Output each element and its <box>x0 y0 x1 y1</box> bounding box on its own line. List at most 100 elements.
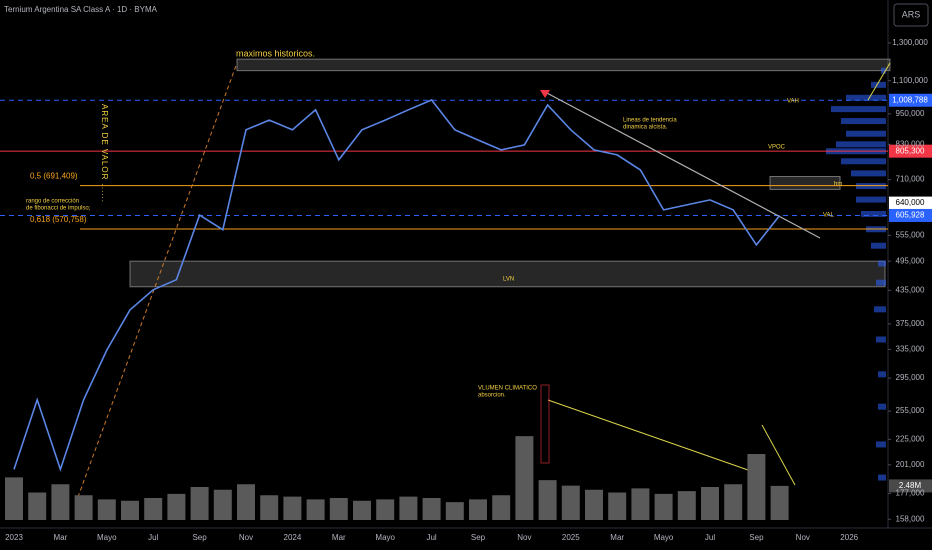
volume-bar <box>283 496 302 520</box>
annotation: VAH <box>787 99 799 105</box>
volume-bar <box>399 496 418 520</box>
x-tick-label: Mar <box>332 533 346 542</box>
x-tick-label: Mar <box>610 533 624 542</box>
level-label: 640,000 <box>896 198 925 207</box>
x-tick-label: 2024 <box>284 533 302 542</box>
volume-bar <box>469 499 487 520</box>
climax-box <box>540 384 550 464</box>
x-tick-label: Sep <box>471 533 486 542</box>
annotation: de fibonacci de impulso; <box>26 206 91 212</box>
profile-bar <box>831 106 886 113</box>
y-tick-label: 225,000 <box>896 434 925 443</box>
volume-bar <box>306 499 325 520</box>
volume-bar <box>74 495 93 520</box>
y-tick-label: 375,000 <box>896 319 925 328</box>
zone <box>769 175 841 190</box>
impulse-line <box>77 62 238 498</box>
trend-line <box>544 91 821 239</box>
x-tick-label: 2023 <box>5 533 23 542</box>
volume-bar <box>329 498 348 520</box>
volume-bar <box>422 498 441 520</box>
y-tick-label: 201,000 <box>896 460 925 469</box>
x-tick-label: Jul <box>426 533 436 542</box>
volume-bar <box>538 480 557 520</box>
y-tick-label: 710,000 <box>896 175 925 184</box>
profile-bar <box>876 279 886 286</box>
profile-bar <box>836 141 886 148</box>
profile-bar <box>881 67 886 74</box>
volume-bar <box>608 492 627 520</box>
y-tick-label: 177,000 <box>896 489 925 498</box>
volume-bar <box>144 498 163 520</box>
volume-bar <box>677 491 696 520</box>
profile-bar <box>871 242 886 249</box>
volume-bar <box>353 500 371 520</box>
x-tick-label: Sep <box>192 533 207 542</box>
x-tick-label: 2025 <box>562 533 580 542</box>
annotation: rango de corrección <box>26 199 79 205</box>
y-tick-label: 295,000 <box>896 373 925 382</box>
annotation: dinamica alcista. <box>623 125 668 131</box>
x-tick-label: Mayo <box>97 533 117 542</box>
profile-bar <box>876 336 886 343</box>
annotation: maximos historicos. <box>236 48 315 58</box>
y-tick-label: 435,000 <box>896 285 925 294</box>
volume-bar <box>121 500 139 520</box>
volume-bar <box>724 484 743 520</box>
profile-bar <box>874 306 886 313</box>
y-tick-label: 255,000 <box>896 406 925 415</box>
volume-bar <box>701 487 719 520</box>
volume-label: 2.48M <box>899 481 922 490</box>
volume-bar <box>445 502 464 520</box>
profile-bar <box>878 260 886 267</box>
x-tick-label: Jul <box>705 533 715 542</box>
volume-trend-line <box>547 399 749 471</box>
profile-bar <box>871 81 886 88</box>
trend-line <box>867 62 891 101</box>
zone <box>129 260 886 288</box>
currency-box[interactable] <box>893 3 929 27</box>
volume-bar <box>5 477 23 520</box>
x-tick-label: Jul <box>148 533 158 542</box>
level-tag <box>889 196 932 210</box>
level-label: 1,008,788 <box>892 95 928 104</box>
profile-bar <box>861 210 886 217</box>
volume-bar <box>167 493 186 520</box>
y-tick-label: 158,000 <box>896 514 925 523</box>
y-tick-label: 555,000 <box>896 230 925 239</box>
volume-bar <box>213 489 232 520</box>
level-label: 805,300 <box>896 146 925 155</box>
volume-bar <box>97 499 116 520</box>
profile-bar <box>841 118 886 125</box>
profile-bar <box>856 196 886 203</box>
level-tag <box>889 208 932 222</box>
level-tag <box>889 144 932 158</box>
annotation: Lineas de tendencia <box>623 118 677 124</box>
volume-tag <box>889 479 932 493</box>
currency[interactable]: ARS <box>902 9 921 19</box>
x-tick-label: Nov <box>239 533 253 542</box>
volume-bar <box>190 487 209 520</box>
volume-bar <box>515 436 534 520</box>
fib-label: 0,5 (691,409) <box>30 172 78 181</box>
chart-title: Ternium Argentina SA Class A · 1D · BYMA <box>4 5 158 14</box>
profile-bar <box>846 130 886 137</box>
volume-bar <box>51 484 70 520</box>
volume-bar <box>654 493 673 520</box>
zone <box>236 58 891 72</box>
x-tick-label: Sep <box>749 533 764 542</box>
annotation: VAL <box>823 213 835 219</box>
annotation: absorcion. <box>478 393 506 399</box>
y-tick-label: 1,300,000 <box>892 38 928 47</box>
x-tick-label: 2026 <box>840 533 858 542</box>
volume-trend-line <box>761 424 796 486</box>
profile-bar <box>878 371 886 378</box>
volume-bar <box>585 489 603 520</box>
volume-bar <box>28 492 47 520</box>
level-tag <box>889 93 932 107</box>
annotation: VPOC <box>768 145 786 151</box>
x-tick-label: Mayo <box>375 533 395 542</box>
level-label: 605,928 <box>896 211 925 220</box>
